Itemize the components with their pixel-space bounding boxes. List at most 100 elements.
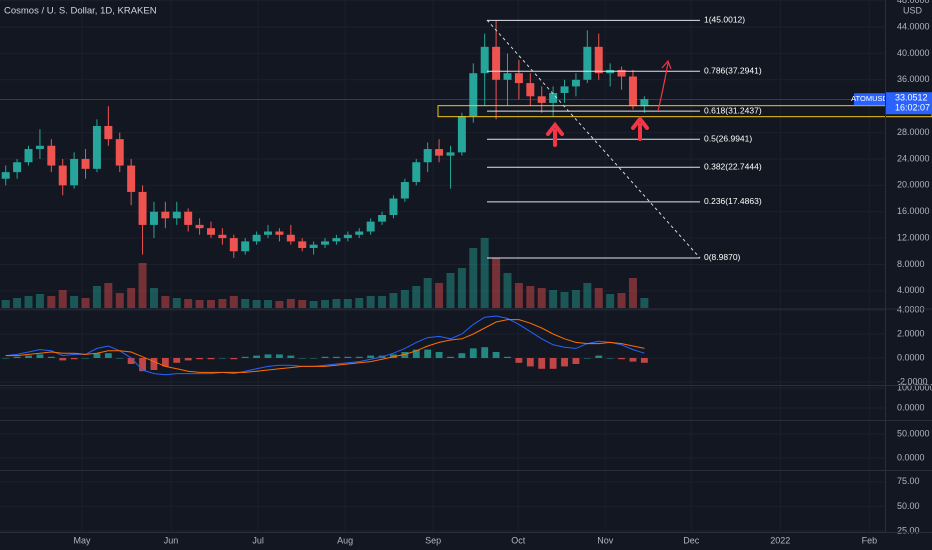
candle-body — [309, 244, 318, 248]
histogram-bar — [640, 358, 648, 363]
candle-body — [343, 234, 352, 239]
histogram-bar — [561, 358, 568, 367]
histogram-bar — [264, 354, 272, 358]
histogram-bar — [230, 358, 238, 360]
y-tick-label: 25.00 — [897, 525, 920, 535]
volume-bar — [252, 300, 261, 308]
candle-body — [195, 224, 204, 229]
countdown-label: 16:02:07 — [895, 103, 930, 113]
volume-bar — [218, 299, 227, 308]
histogram-bar — [47, 356, 55, 358]
candle-body — [172, 211, 181, 219]
histogram-bar — [116, 358, 124, 359]
candle-body — [275, 231, 284, 235]
volume-bar — [24, 296, 33, 308]
volume-bar — [423, 278, 432, 308]
x-tick-label: Sep — [425, 535, 441, 545]
candle-body — [355, 231, 364, 235]
candle-body — [514, 73, 523, 84]
histogram-bar — [595, 355, 603, 358]
volume-bar — [617, 293, 626, 308]
histogram-bar — [196, 358, 204, 360]
x-tick-label: Oct — [511, 535, 526, 545]
histogram-bar — [104, 353, 112, 358]
volume-bar — [446, 273, 455, 308]
x-tick-label: 2022 — [770, 535, 790, 545]
volume-bar — [161, 296, 170, 308]
fib-level-label: 0.382(22.7444) — [704, 161, 762, 171]
candle-body — [423, 149, 432, 163]
symbol-tag — [854, 93, 885, 106]
y-tick-label: 36.0000 — [897, 74, 930, 84]
volume-bar — [628, 278, 637, 308]
candle-body — [571, 79, 580, 87]
candle-body — [229, 238, 238, 252]
y-tick-label: 0.0000 — [897, 402, 925, 412]
volume-bar — [366, 296, 375, 308]
histogram-bar — [275, 354, 283, 358]
candle-body — [264, 231, 273, 235]
volume-bar — [343, 299, 352, 308]
histogram-bar — [253, 355, 261, 358]
histogram-bar — [310, 358, 318, 359]
histogram-bar — [367, 355, 375, 358]
candle-body — [138, 191, 147, 225]
y-tick-label: 40.0000 — [897, 48, 930, 58]
volume-bar — [35, 294, 44, 308]
volume-bar — [195, 300, 204, 308]
volume-bar — [92, 286, 101, 308]
volume-bar — [412, 286, 421, 308]
histogram-bar — [25, 355, 32, 358]
histogram-bar — [207, 358, 215, 360]
histogram-bar — [241, 356, 249, 358]
volume-bar — [47, 296, 56, 308]
volume-bar — [286, 299, 295, 308]
volume-bar — [70, 296, 79, 308]
y-tick-label: -2.0000 — [897, 376, 928, 386]
histogram-bar — [70, 358, 78, 360]
x-tick-label: Jul — [252, 535, 264, 545]
volume-bar — [503, 273, 512, 308]
volume-bar — [571, 290, 580, 308]
histogram-bar — [515, 358, 523, 363]
volume-bar — [127, 288, 136, 308]
candle-body — [480, 46, 489, 74]
histogram-bar — [390, 354, 397, 358]
histogram-bar — [481, 347, 489, 358]
x-tick-label: Aug — [337, 535, 353, 545]
price-pane — [0, 20, 885, 308]
volume-bar — [1, 300, 10, 308]
price-tag — [886, 92, 932, 115]
fib-level-label: 0.618(31.2437) — [704, 105, 762, 115]
candle-body — [184, 211, 193, 225]
candle-body — [81, 158, 90, 169]
candle-body — [286, 234, 295, 242]
histogram-bar — [13, 356, 21, 358]
x-tick-label: Feb — [862, 535, 878, 545]
candle-body — [58, 165, 67, 186]
volume-bar — [469, 248, 478, 308]
y-tick-label: 44.0000 — [897, 21, 930, 31]
x-tick-label: May — [73, 535, 91, 545]
y-tick-label: 20.0000 — [897, 180, 930, 190]
volume-bar — [435, 283, 444, 308]
candle-body — [469, 73, 478, 117]
candle-body — [104, 125, 113, 140]
y-tick-label: 0.0000 — [897, 452, 925, 462]
histogram-bar — [150, 358, 158, 370]
y-tick-label: 0.0000 — [897, 352, 925, 362]
candle-body — [24, 149, 33, 163]
macd-line — [5, 315, 645, 376]
histogram-bar — [184, 358, 192, 361]
histogram-bar — [447, 356, 454, 358]
candle-body — [435, 149, 444, 156]
candle-body — [526, 83, 535, 97]
histogram-bar — [321, 356, 329, 358]
fib-level-label: 0.786(37.2941) — [704, 66, 762, 76]
histogram-bar — [139, 358, 146, 372]
volume-bar — [298, 300, 307, 308]
volume-bar — [537, 288, 546, 308]
histogram-bar — [82, 358, 89, 359]
x-tick-label: Dec — [683, 535, 700, 545]
volume-bar — [594, 288, 603, 308]
